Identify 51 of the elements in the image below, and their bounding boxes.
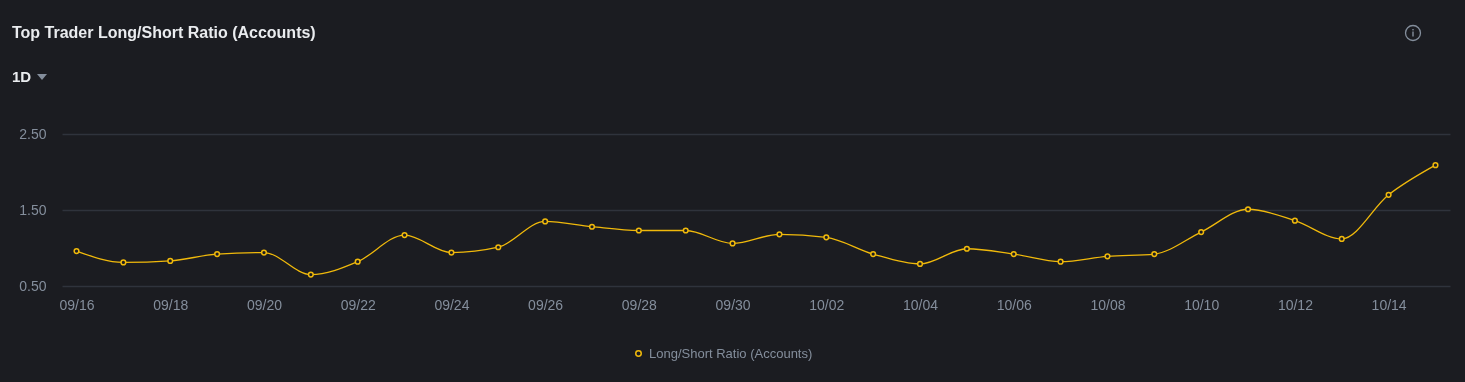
point <box>916 260 924 268</box>
point <box>963 245 970 252</box>
point <box>307 271 314 278</box>
point <box>682 227 689 234</box>
point <box>1104 253 1111 260</box>
point <box>495 244 502 251</box>
point <box>729 240 736 247</box>
point <box>588 223 596 230</box>
point <box>870 250 877 258</box>
point <box>823 234 830 241</box>
point <box>635 227 642 234</box>
point <box>354 258 361 265</box>
point <box>260 249 268 256</box>
point <box>214 250 221 258</box>
x-tick-label: 09/20 <box>246 296 283 313</box>
x-tick-label: 10/02 <box>809 296 845 313</box>
point <box>1057 258 1064 265</box>
point <box>167 257 174 265</box>
x-tick-label: 10/12 <box>1277 296 1314 313</box>
point <box>120 259 127 266</box>
point <box>1338 235 1345 242</box>
y-tick-label: 2.50 <box>19 125 47 142</box>
point <box>1151 250 1158 258</box>
x-tick-label: 10/04 <box>902 296 939 313</box>
point <box>1385 191 1392 198</box>
point <box>448 249 455 256</box>
point <box>1198 228 1205 236</box>
x-tick-label: 09/30 <box>715 296 751 313</box>
chart-subtitle: 1D <box>12 68 32 85</box>
point <box>1244 206 1252 213</box>
x-tick-label: 09/28 <box>621 296 658 313</box>
point <box>776 231 783 238</box>
x-tick-label: 10/06 <box>996 296 1032 313</box>
point <box>1010 250 1017 258</box>
x-tick-label: 09/26 <box>528 296 564 313</box>
point <box>73 247 80 255</box>
x-tick-label: 09/16 <box>59 296 95 313</box>
x-tick-label: 09/18 <box>153 296 189 313</box>
legend-label: Long/Short Ratio (Accounts) <box>649 345 813 361</box>
point <box>401 231 408 239</box>
x-tick-label: 09/24 <box>434 296 470 313</box>
point <box>1432 162 1439 169</box>
x-tick-label: 10/08 <box>1090 296 1126 313</box>
x-tick-label: 10/14 <box>1371 296 1407 313</box>
point <box>1291 217 1298 224</box>
y-tick-label: 1.50 <box>19 201 47 218</box>
point <box>542 218 549 225</box>
y-tick-label: 0.50 <box>19 277 47 294</box>
x-tick-label: 10/10 <box>1184 296 1220 313</box>
chart-title: Top Trader Long/Short Ratio (Accounts) <box>12 24 316 42</box>
x-tick-label: 09/22 <box>340 296 376 313</box>
